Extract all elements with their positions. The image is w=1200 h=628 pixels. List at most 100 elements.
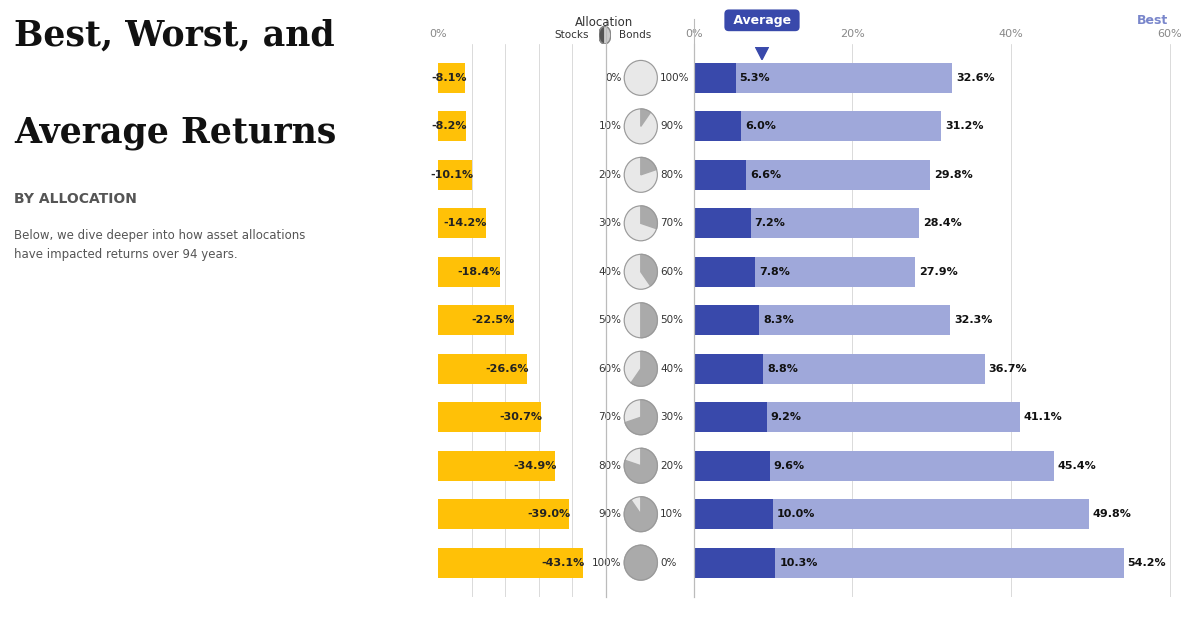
Text: 32.3%: 32.3% xyxy=(954,315,992,325)
Text: 7.8%: 7.8% xyxy=(760,267,791,277)
Text: 45.4%: 45.4% xyxy=(1058,461,1097,471)
Text: -8.1%: -8.1% xyxy=(431,73,467,83)
Text: 30%: 30% xyxy=(660,412,683,422)
Text: -22.5%: -22.5% xyxy=(472,315,515,325)
Polygon shape xyxy=(641,206,658,229)
Text: Average: Average xyxy=(728,14,796,27)
Text: 70%: 70% xyxy=(660,219,683,229)
Text: 70%: 70% xyxy=(599,412,622,422)
Wedge shape xyxy=(605,26,611,44)
Text: 8.8%: 8.8% xyxy=(768,364,798,374)
Text: 10.3%: 10.3% xyxy=(779,558,817,568)
Text: BY ALLOCATION: BY ALLOCATION xyxy=(14,192,137,205)
Bar xyxy=(694,499,773,529)
Polygon shape xyxy=(756,47,768,60)
Wedge shape xyxy=(599,26,605,44)
Text: Bonds: Bonds xyxy=(619,30,652,40)
Text: 100%: 100% xyxy=(660,73,690,83)
Text: 10%: 10% xyxy=(599,121,622,131)
Bar xyxy=(694,63,953,93)
Polygon shape xyxy=(641,158,656,175)
Text: 7.2%: 7.2% xyxy=(755,219,786,229)
Text: -43.1%: -43.1% xyxy=(541,558,584,568)
Polygon shape xyxy=(624,497,658,532)
Circle shape xyxy=(624,303,658,338)
Text: 27.9%: 27.9% xyxy=(919,267,958,277)
Text: 28.4%: 28.4% xyxy=(923,219,961,229)
Circle shape xyxy=(624,351,658,386)
Text: -34.9%: -34.9% xyxy=(514,461,557,471)
Text: 54.2%: 54.2% xyxy=(1128,558,1166,568)
Bar xyxy=(694,402,1020,432)
Circle shape xyxy=(624,545,658,580)
Text: -18.4%: -18.4% xyxy=(457,267,502,277)
Bar xyxy=(694,402,767,432)
Text: 29.8%: 29.8% xyxy=(934,170,973,180)
Text: 5.3%: 5.3% xyxy=(739,73,770,83)
Bar xyxy=(694,160,930,190)
Bar xyxy=(694,111,742,141)
Bar xyxy=(438,208,486,239)
Circle shape xyxy=(624,109,658,144)
Circle shape xyxy=(624,206,658,241)
Text: 80%: 80% xyxy=(660,170,683,180)
Text: 50%: 50% xyxy=(599,315,622,325)
Text: 32.6%: 32.6% xyxy=(956,73,995,83)
Bar xyxy=(694,305,950,335)
Polygon shape xyxy=(624,545,658,580)
Text: 10%: 10% xyxy=(660,509,683,519)
Bar xyxy=(438,305,514,335)
Text: 41.1%: 41.1% xyxy=(1024,412,1062,422)
Bar xyxy=(694,208,919,239)
Bar xyxy=(694,354,763,384)
Text: 9.2%: 9.2% xyxy=(770,412,802,422)
Circle shape xyxy=(624,400,658,435)
Bar xyxy=(438,548,583,578)
Text: 0%: 0% xyxy=(605,73,622,83)
Text: 60%: 60% xyxy=(599,364,622,374)
Text: 30%: 30% xyxy=(599,219,622,229)
Text: 8.3%: 8.3% xyxy=(763,315,794,325)
Circle shape xyxy=(624,497,658,532)
Text: 49.8%: 49.8% xyxy=(1093,509,1132,519)
Text: Best, Worst, and: Best, Worst, and xyxy=(14,19,335,53)
Bar xyxy=(438,402,541,432)
Text: -39.0%: -39.0% xyxy=(527,509,570,519)
Bar xyxy=(438,111,466,141)
Text: -10.1%: -10.1% xyxy=(430,170,473,180)
Text: 40%: 40% xyxy=(599,267,622,277)
Text: 80%: 80% xyxy=(599,461,622,471)
Text: 40%: 40% xyxy=(660,364,683,374)
Text: -14.2%: -14.2% xyxy=(444,219,487,229)
Bar xyxy=(438,354,527,384)
Text: Allocation: Allocation xyxy=(575,16,634,29)
Text: 50%: 50% xyxy=(660,315,683,325)
Polygon shape xyxy=(625,400,658,435)
Bar xyxy=(438,451,556,481)
Text: Average Returns: Average Returns xyxy=(14,116,337,150)
Bar xyxy=(694,257,756,287)
Text: 31.2%: 31.2% xyxy=(946,121,984,131)
Text: Best: Best xyxy=(1136,14,1168,27)
Polygon shape xyxy=(631,351,658,386)
Text: 6.0%: 6.0% xyxy=(745,121,776,131)
Circle shape xyxy=(624,254,658,290)
Text: 100%: 100% xyxy=(592,558,622,568)
Bar xyxy=(694,499,1088,529)
Text: -30.7%: -30.7% xyxy=(499,412,542,422)
Polygon shape xyxy=(624,448,658,483)
Text: -8.2%: -8.2% xyxy=(431,121,467,131)
Text: 10.0%: 10.0% xyxy=(776,509,815,519)
Text: 90%: 90% xyxy=(599,509,622,519)
Bar xyxy=(694,451,1054,481)
Text: Below, we dive deeper into how asset allocations
have impacted returns over 94 y: Below, we dive deeper into how asset all… xyxy=(14,229,306,261)
Text: 6.6%: 6.6% xyxy=(750,170,781,180)
Bar xyxy=(694,305,760,335)
Bar xyxy=(694,548,1123,578)
Text: 90%: 90% xyxy=(660,121,683,131)
Bar xyxy=(694,354,985,384)
Text: 0%: 0% xyxy=(660,558,677,568)
Text: Stocks: Stocks xyxy=(554,30,589,40)
Text: -26.6%: -26.6% xyxy=(485,364,529,374)
Bar xyxy=(438,160,472,190)
